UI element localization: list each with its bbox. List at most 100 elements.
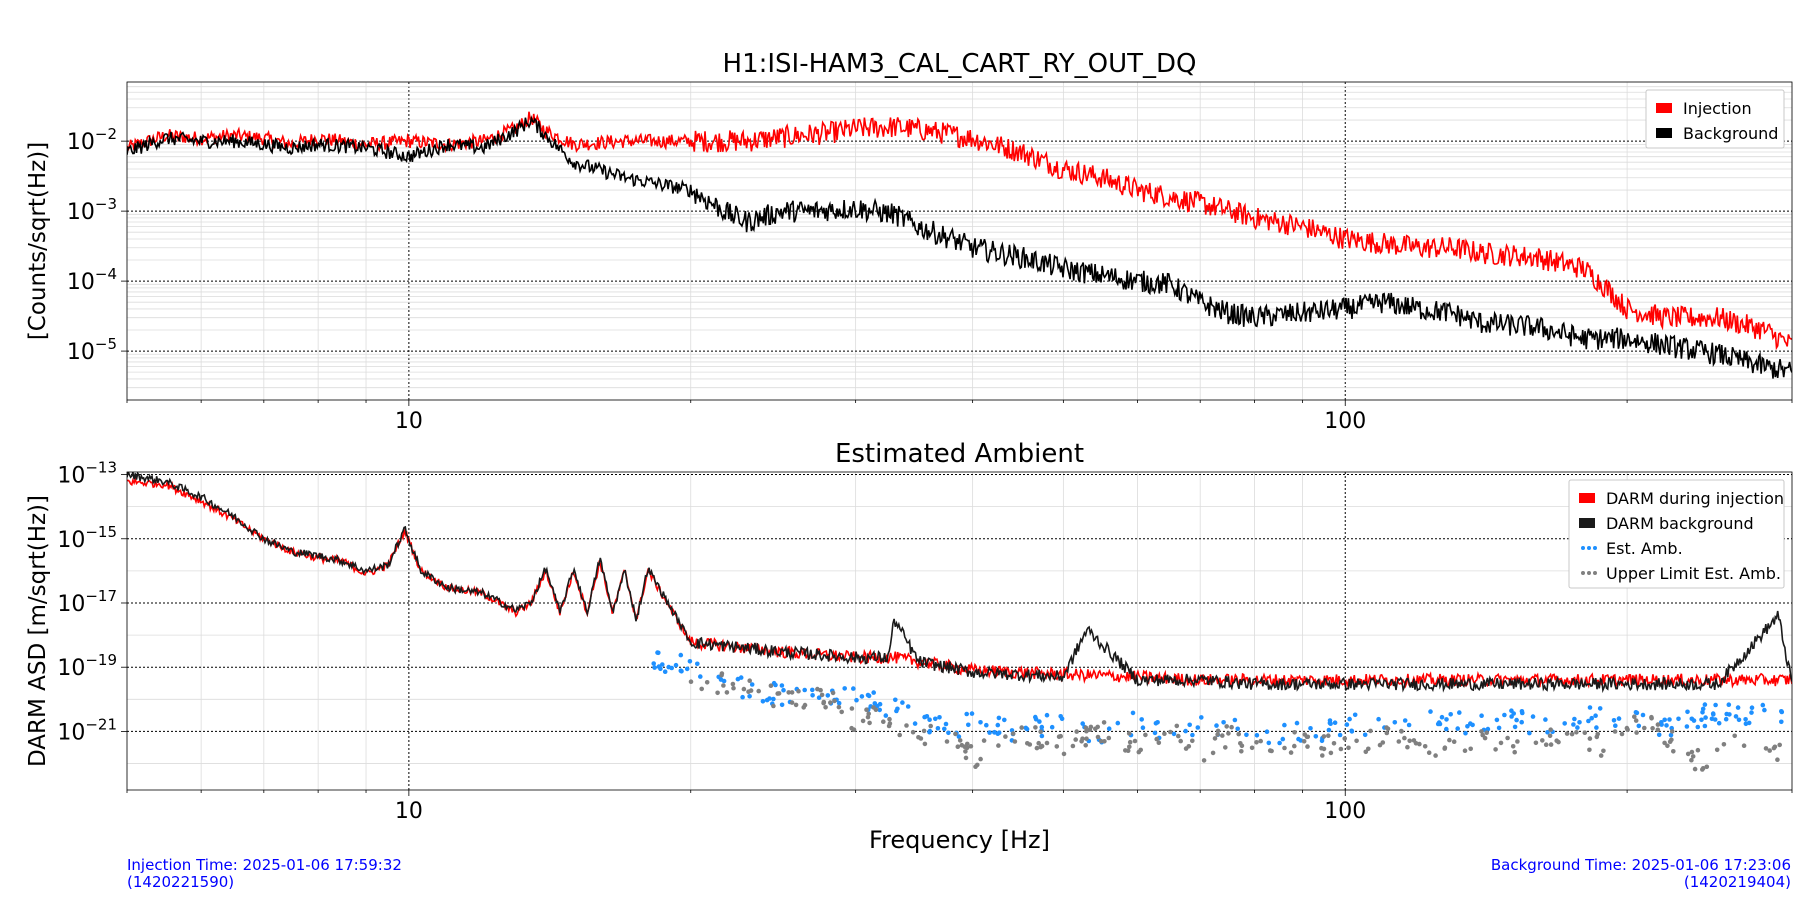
y-tick-label: 10−4 xyxy=(67,265,117,295)
data-point xyxy=(1070,743,1076,749)
data-point xyxy=(1447,737,1452,743)
data-point xyxy=(1462,748,1468,753)
data-point xyxy=(821,699,827,705)
background-time-note: Background Time: 2025-01-06 17:23:06 (14… xyxy=(1491,857,1791,891)
injection-time-text: Injection Time: 2025-01-06 17:59:32 xyxy=(127,856,402,874)
data-point xyxy=(1088,724,1094,730)
data-point xyxy=(854,697,859,703)
grid xyxy=(126,472,1793,790)
chart-title: Estimated Ambient xyxy=(835,439,1084,469)
data-point xyxy=(1655,722,1661,727)
data-point xyxy=(877,701,883,707)
data-point xyxy=(1702,702,1708,707)
data-point xyxy=(1659,722,1664,727)
data-point xyxy=(893,697,898,703)
data-point xyxy=(1342,736,1347,741)
data-point xyxy=(942,726,947,732)
data-point xyxy=(1308,726,1313,731)
data-point xyxy=(1174,723,1180,729)
data-point xyxy=(943,721,949,727)
data-point xyxy=(995,722,1001,728)
data-point xyxy=(1282,722,1287,728)
data-point xyxy=(789,700,795,705)
data-point xyxy=(928,723,933,729)
data-point xyxy=(773,682,778,688)
data-point xyxy=(1547,733,1553,739)
data-point xyxy=(1533,740,1539,746)
data-point xyxy=(718,677,724,682)
data-point xyxy=(1714,747,1720,753)
data-point xyxy=(1676,716,1681,722)
data-point xyxy=(1667,717,1672,722)
data-point xyxy=(1612,729,1618,734)
data-point xyxy=(1344,722,1350,727)
data-point xyxy=(1102,739,1107,744)
data-point xyxy=(1210,750,1216,756)
data-point xyxy=(719,672,724,678)
data-point xyxy=(1156,740,1162,745)
data-point xyxy=(1616,716,1622,721)
data-point xyxy=(953,731,958,737)
data-point xyxy=(1326,727,1332,733)
data-point xyxy=(1399,729,1404,734)
data-point xyxy=(910,729,916,735)
data-point xyxy=(1545,730,1550,735)
data-point xyxy=(1442,745,1448,750)
data-point xyxy=(1690,754,1696,759)
data-point xyxy=(1777,742,1782,748)
data-point xyxy=(1254,740,1259,745)
data-point xyxy=(933,716,938,722)
data-point xyxy=(1074,729,1079,734)
data-point xyxy=(996,730,1002,735)
legend-swatch xyxy=(1656,128,1672,138)
data-point xyxy=(1723,716,1729,722)
series-line-1 xyxy=(127,115,1792,379)
data-point xyxy=(1480,732,1485,738)
data-point xyxy=(897,732,902,738)
data-point xyxy=(1763,746,1769,751)
data-point xyxy=(866,693,872,699)
data-point xyxy=(859,694,865,699)
grid xyxy=(126,81,1793,401)
data-point xyxy=(1331,741,1337,746)
legend-label: Injection xyxy=(1683,99,1752,118)
data-point xyxy=(927,728,933,734)
data-point xyxy=(918,736,924,741)
y-tick-label: 10−21 xyxy=(57,715,117,745)
data-point xyxy=(1101,720,1107,725)
data-point xyxy=(687,659,693,664)
data-point xyxy=(964,711,969,717)
data-point xyxy=(1428,709,1433,714)
data-point xyxy=(965,741,970,747)
legend: DARM during injection DARM background Est.… xyxy=(1568,479,1785,589)
data-point xyxy=(1505,735,1510,741)
x-tick-label: 100 xyxy=(1324,409,1366,434)
data-point xyxy=(1779,719,1784,725)
data-point xyxy=(978,756,983,762)
data-point xyxy=(1319,745,1324,751)
data-point xyxy=(779,702,785,708)
data-point xyxy=(1319,738,1325,744)
data-point xyxy=(695,661,700,667)
data-point xyxy=(730,681,736,687)
data-point xyxy=(1571,722,1576,727)
series-group xyxy=(127,111,1792,379)
data-point xyxy=(1214,723,1219,728)
legend-label: Upper Limit Est. Amb. xyxy=(1606,564,1781,583)
data-point xyxy=(740,694,745,700)
data-point xyxy=(969,711,975,716)
data-point xyxy=(1662,717,1667,723)
data-point xyxy=(1178,738,1183,744)
data-point xyxy=(1402,718,1408,723)
data-point xyxy=(1162,731,1167,736)
data-point xyxy=(771,703,776,709)
data-point xyxy=(764,697,770,703)
data-point xyxy=(1402,735,1407,741)
data-point xyxy=(1254,733,1260,738)
data-point xyxy=(1332,720,1338,725)
data-point xyxy=(1083,725,1089,730)
data-point xyxy=(1716,720,1722,726)
y-tick-label: 10−2 xyxy=(67,125,117,155)
data-point xyxy=(1721,742,1727,747)
data-point xyxy=(836,704,842,710)
